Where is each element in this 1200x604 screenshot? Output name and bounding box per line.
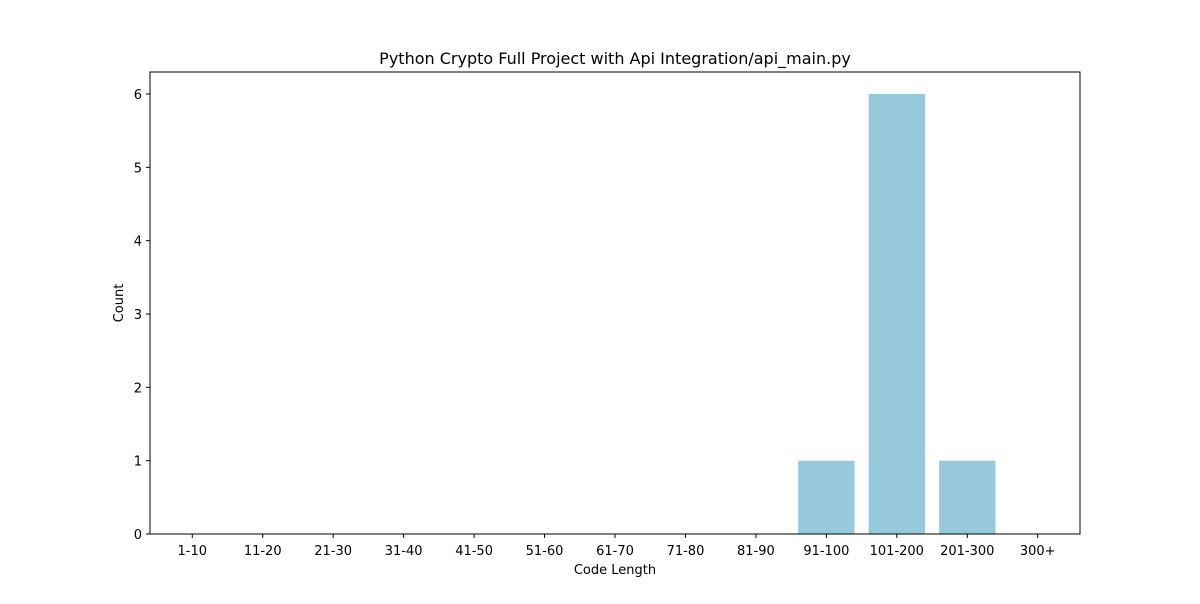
x-tick-label: 51-60 <box>526 544 564 559</box>
x-axis-label: Code Length <box>574 563 656 578</box>
x-tick-label: 11-20 <box>244 544 282 559</box>
plot-frame <box>149 71 1081 535</box>
x-tick-label: 201-300 <box>940 544 994 559</box>
chart-title: Python Crypto Full Project with Api Inte… <box>379 49 851 69</box>
x-tick-label: 1-10 <box>178 544 208 559</box>
x-tick-label: 91-100 <box>803 544 849 559</box>
bar-91-100 <box>798 460 855 534</box>
y-tick-label: 6 <box>134 88 142 103</box>
x-tick-label: 101-200 <box>870 544 924 559</box>
y-tick-label: 5 <box>134 161 142 176</box>
x-tick-label: 300+ <box>1020 544 1056 559</box>
x-axis: 1-10 11-20 21-30 31-40 41-50 51-60 61-70 71-80 8… <box>178 534 1056 559</box>
bar-101-200 <box>868 94 925 534</box>
bar-201-300 <box>939 460 996 534</box>
y-tick-label: 2 <box>134 381 142 396</box>
x-tick-label: 71-80 <box>667 544 705 559</box>
y-axis: 0 1 2 3 4 5 6 <box>134 88 150 543</box>
x-tick-label: 61-70 <box>596 544 634 559</box>
y-tick-label: 4 <box>134 235 142 250</box>
y-tick-label: 3 <box>134 308 142 323</box>
x-tick-label: 41-50 <box>455 544 493 559</box>
y-axis-label: Count <box>112 284 127 323</box>
x-tick-label: 31-40 <box>385 544 423 559</box>
x-tick-label: 81-90 <box>737 544 775 559</box>
x-tick-label: 21-30 <box>314 544 352 559</box>
y-tick-label: 0 <box>134 528 142 543</box>
y-tick-label: 1 <box>134 455 142 470</box>
bars-group <box>798 94 996 534</box>
